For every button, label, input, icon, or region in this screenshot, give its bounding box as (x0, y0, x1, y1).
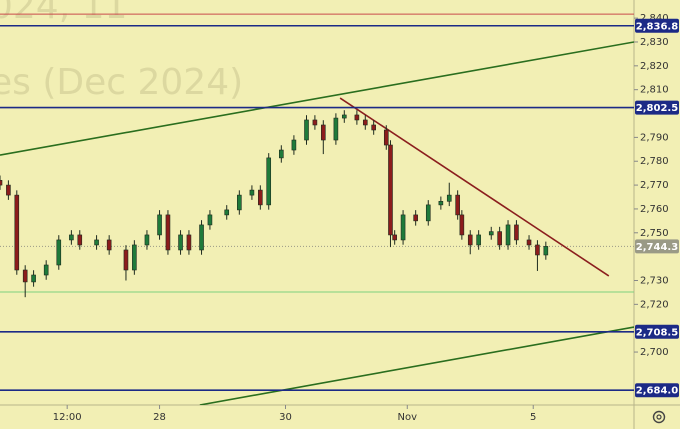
level-label-box (635, 18, 679, 33)
candle-body (279, 149, 284, 159)
candle-body (413, 214, 418, 222)
trend-line (199, 326, 634, 405)
y-tick-label: 2,840 (640, 13, 669, 24)
plot-area (0, 13, 634, 405)
candle-body (31, 274, 36, 283)
y-tick-label: 2,790 (640, 132, 669, 143)
candle-body (165, 214, 171, 251)
candle-body (43, 264, 49, 276)
y-tick-label: 2,700 (640, 347, 669, 358)
y-tick-label: 2,720 (640, 299, 669, 310)
candle-body (425, 204, 431, 222)
level-label: 2,802.5 (636, 103, 678, 114)
candle-body (438, 201, 444, 206)
y-tick-label: 2,760 (640, 204, 669, 215)
candle-body (249, 189, 255, 196)
candle-body (476, 234, 481, 246)
gear-center[interactable] (656, 414, 662, 420)
gear[interactable] (652, 410, 666, 424)
last-price-box (635, 239, 679, 254)
candle-body (77, 234, 83, 246)
x-tick-label: 5 (530, 412, 536, 423)
level-label-box (635, 383, 679, 398)
y-tick-label: 2,730 (640, 275, 669, 286)
candle-body (291, 139, 297, 151)
candle-body (237, 194, 242, 211)
trend-line (339, 97, 610, 277)
candle-body (354, 114, 360, 121)
y-tick-label: 2,830 (640, 37, 669, 48)
candle-body (132, 244, 137, 271)
candle-body (392, 234, 397, 241)
trend-line (0, 41, 634, 156)
candle-body (371, 124, 376, 131)
candle-body (106, 239, 112, 251)
level-label: 2,708.5 (636, 327, 678, 338)
x-tick-label: Nov (398, 412, 418, 423)
candle-body (467, 234, 473, 246)
candle-body (157, 214, 162, 236)
y-tick-label: 2,770 (640, 180, 669, 191)
candle-body (446, 194, 452, 202)
level-label-box (635, 324, 679, 339)
candle-body (535, 244, 540, 256)
y-tick-label: 2,780 (640, 156, 669, 167)
candle-body (455, 194, 460, 216)
candle-body (207, 214, 213, 226)
candle-body (514, 224, 519, 241)
candle-body (6, 184, 11, 196)
candle-body (224, 209, 230, 216)
level-label-box (635, 100, 679, 115)
candle-body (56, 239, 62, 266)
x-tick-label: 30 (279, 412, 292, 423)
candle-body (22, 269, 28, 283)
level-label: 2,836.8 (636, 21, 678, 32)
candle-body (400, 214, 406, 241)
watermark: 024, 11 (0, 0, 127, 27)
candle-body (488, 231, 494, 236)
y-tick-label: 2,810 (640, 85, 669, 96)
candle-body (94, 239, 99, 246)
candle-body (388, 144, 393, 236)
candle-body (0, 180, 3, 186)
candle-body (320, 124, 326, 141)
candle-body (497, 231, 502, 246)
x-tick-label: 12:00 (53, 412, 82, 423)
candle-body (14, 194, 20, 271)
y-tick-label: 2,820 (640, 61, 669, 72)
candle-body (258, 189, 263, 206)
candle-body (333, 117, 339, 141)
candle-body (178, 234, 183, 251)
candle-body (526, 239, 532, 246)
level-label: 2,684.0 (636, 386, 678, 397)
candle-body (304, 119, 309, 141)
settings-icon[interactable] (652, 410, 666, 424)
last-price-label: 2,744.3 (636, 242, 678, 253)
candle-body (186, 234, 192, 251)
candle-body (505, 224, 511, 246)
candle-body (266, 157, 272, 206)
candle-body (459, 214, 465, 236)
candle-body (362, 119, 368, 126)
candle-body (69, 234, 74, 241)
candle-body (383, 129, 389, 146)
watermark: es (Dec 2024) (0, 62, 243, 103)
candle-body (341, 114, 347, 119)
x-tick-label: 28 (153, 412, 166, 423)
candle-body (144, 234, 150, 246)
candle-body (199, 224, 204, 251)
candle-body (543, 246, 549, 256)
candle-body (123, 249, 129, 271)
candle-body (312, 119, 318, 126)
y-tick-label: 2,750 (640, 228, 669, 239)
